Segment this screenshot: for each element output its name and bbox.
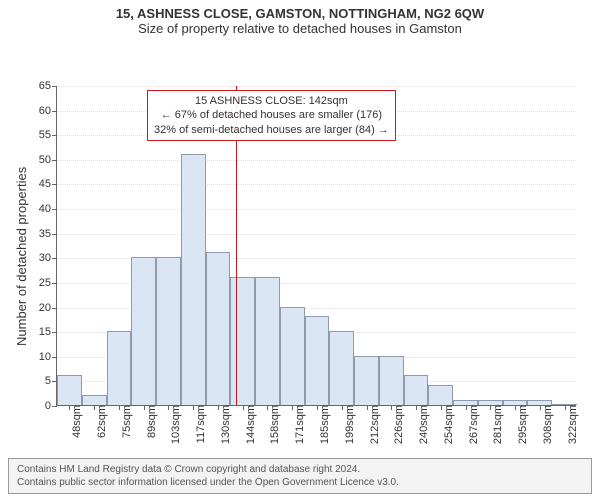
y-tick-label: 65 xyxy=(39,80,57,92)
histogram-bar xyxy=(230,277,255,405)
x-tick-label: 171sqm xyxy=(288,405,306,444)
histogram-bar xyxy=(404,375,429,405)
histogram-bar xyxy=(379,356,404,405)
footer-line-2: Contains public sector information licen… xyxy=(17,476,583,489)
histogram-bar xyxy=(305,316,330,405)
x-tick-mark xyxy=(416,405,417,410)
histogram-bar xyxy=(181,154,206,405)
x-tick-label: 322sqm xyxy=(561,405,579,444)
y-tick-label: 35 xyxy=(39,228,57,240)
y-tick-label: 40 xyxy=(39,203,57,215)
histogram-bar xyxy=(280,307,305,405)
x-tick-mark xyxy=(193,405,194,410)
x-tick-mark xyxy=(267,405,268,410)
gridline xyxy=(57,209,576,210)
x-tick-mark xyxy=(119,405,120,410)
histogram-bar xyxy=(354,356,379,405)
y-tick-label: 25 xyxy=(39,277,57,289)
x-tick-label: 103sqm xyxy=(164,405,182,444)
histogram-bar xyxy=(57,375,82,405)
histogram-bar xyxy=(107,331,132,405)
x-tick-label: 254sqm xyxy=(437,405,455,444)
histogram-bar xyxy=(82,395,107,405)
annotation-line: 15 ASHNESS CLOSE: 142sqm xyxy=(154,94,389,108)
footer-attribution: Contains HM Land Registry data © Crown c… xyxy=(8,458,592,494)
y-tick-label: 30 xyxy=(39,252,57,264)
y-tick-label: 20 xyxy=(39,302,57,314)
gridline xyxy=(57,160,576,161)
histogram-bar xyxy=(255,277,280,405)
x-tick-mark xyxy=(565,405,566,410)
x-tick-mark xyxy=(168,405,169,410)
x-tick-label: 117sqm xyxy=(189,405,207,443)
x-tick-label: 185sqm xyxy=(313,405,331,444)
x-tick-label: 89sqm xyxy=(140,405,158,438)
gridline xyxy=(57,234,576,235)
x-tick-label: 281sqm xyxy=(486,405,504,444)
gridline xyxy=(57,184,576,185)
x-tick-mark xyxy=(466,405,467,410)
x-tick-mark xyxy=(441,405,442,410)
header: 15, ASHNESS CLOSE, GAMSTON, NOTTINGHAM, … xyxy=(0,0,600,36)
histogram-bar xyxy=(206,252,231,405)
x-tick-label: 199sqm xyxy=(338,405,356,444)
x-tick-mark xyxy=(243,405,244,410)
histogram-bar xyxy=(131,257,156,405)
x-tick-mark xyxy=(69,405,70,410)
x-tick-mark xyxy=(317,405,318,410)
annotation-line: ← 67% of detached houses are smaller (17… xyxy=(154,108,389,122)
x-tick-label: 308sqm xyxy=(536,405,554,444)
page-subtitle: Size of property relative to detached ho… xyxy=(0,21,600,36)
page-title: 15, ASHNESS CLOSE, GAMSTON, NOTTINGHAM, … xyxy=(0,6,600,21)
x-tick-label: 48sqm xyxy=(65,405,83,438)
y-tick-label: 45 xyxy=(39,178,57,190)
x-tick-mark xyxy=(292,405,293,410)
x-tick-mark xyxy=(540,405,541,410)
x-tick-label: 158sqm xyxy=(263,405,281,444)
y-tick-label: 55 xyxy=(39,129,57,141)
y-tick-label: 5 xyxy=(45,375,57,387)
annotation-box: 15 ASHNESS CLOSE: 142sqm← 67% of detache… xyxy=(147,90,396,141)
x-tick-label: 62sqm xyxy=(90,405,108,438)
annotation-line: 32% of semi-detached houses are larger (… xyxy=(154,123,389,137)
y-axis-label: Number of detached properties xyxy=(14,167,29,346)
x-tick-label: 295sqm xyxy=(511,405,529,444)
histogram-bar xyxy=(428,385,453,405)
x-tick-mark xyxy=(144,405,145,410)
x-tick-mark xyxy=(94,405,95,410)
x-tick-mark xyxy=(391,405,392,410)
x-tick-label: 144sqm xyxy=(239,405,257,444)
x-tick-label: 75sqm xyxy=(115,405,133,438)
x-tick-label: 240sqm xyxy=(412,405,430,444)
y-tick-label: 50 xyxy=(39,154,57,166)
footer-line-1: Contains HM Land Registry data © Crown c… xyxy=(17,463,583,476)
y-tick-label: 60 xyxy=(39,105,57,117)
y-tick-label: 0 xyxy=(45,400,57,412)
x-tick-mark xyxy=(490,405,491,410)
gridline xyxy=(57,86,576,87)
histogram-bar xyxy=(329,331,354,405)
x-tick-label: 226sqm xyxy=(387,405,405,444)
x-tick-mark xyxy=(367,405,368,410)
x-tick-mark xyxy=(342,405,343,410)
y-tick-label: 10 xyxy=(39,351,57,363)
y-tick-label: 15 xyxy=(39,326,57,338)
x-tick-mark xyxy=(515,405,516,410)
x-tick-mark xyxy=(218,405,219,410)
histogram-bar xyxy=(156,257,181,405)
x-tick-label: 212sqm xyxy=(363,405,381,444)
x-tick-label: 130sqm xyxy=(214,405,232,444)
x-tick-label: 267sqm xyxy=(462,405,480,444)
plot-area: 0510152025303540455055606548sqm62sqm75sq… xyxy=(56,86,576,406)
